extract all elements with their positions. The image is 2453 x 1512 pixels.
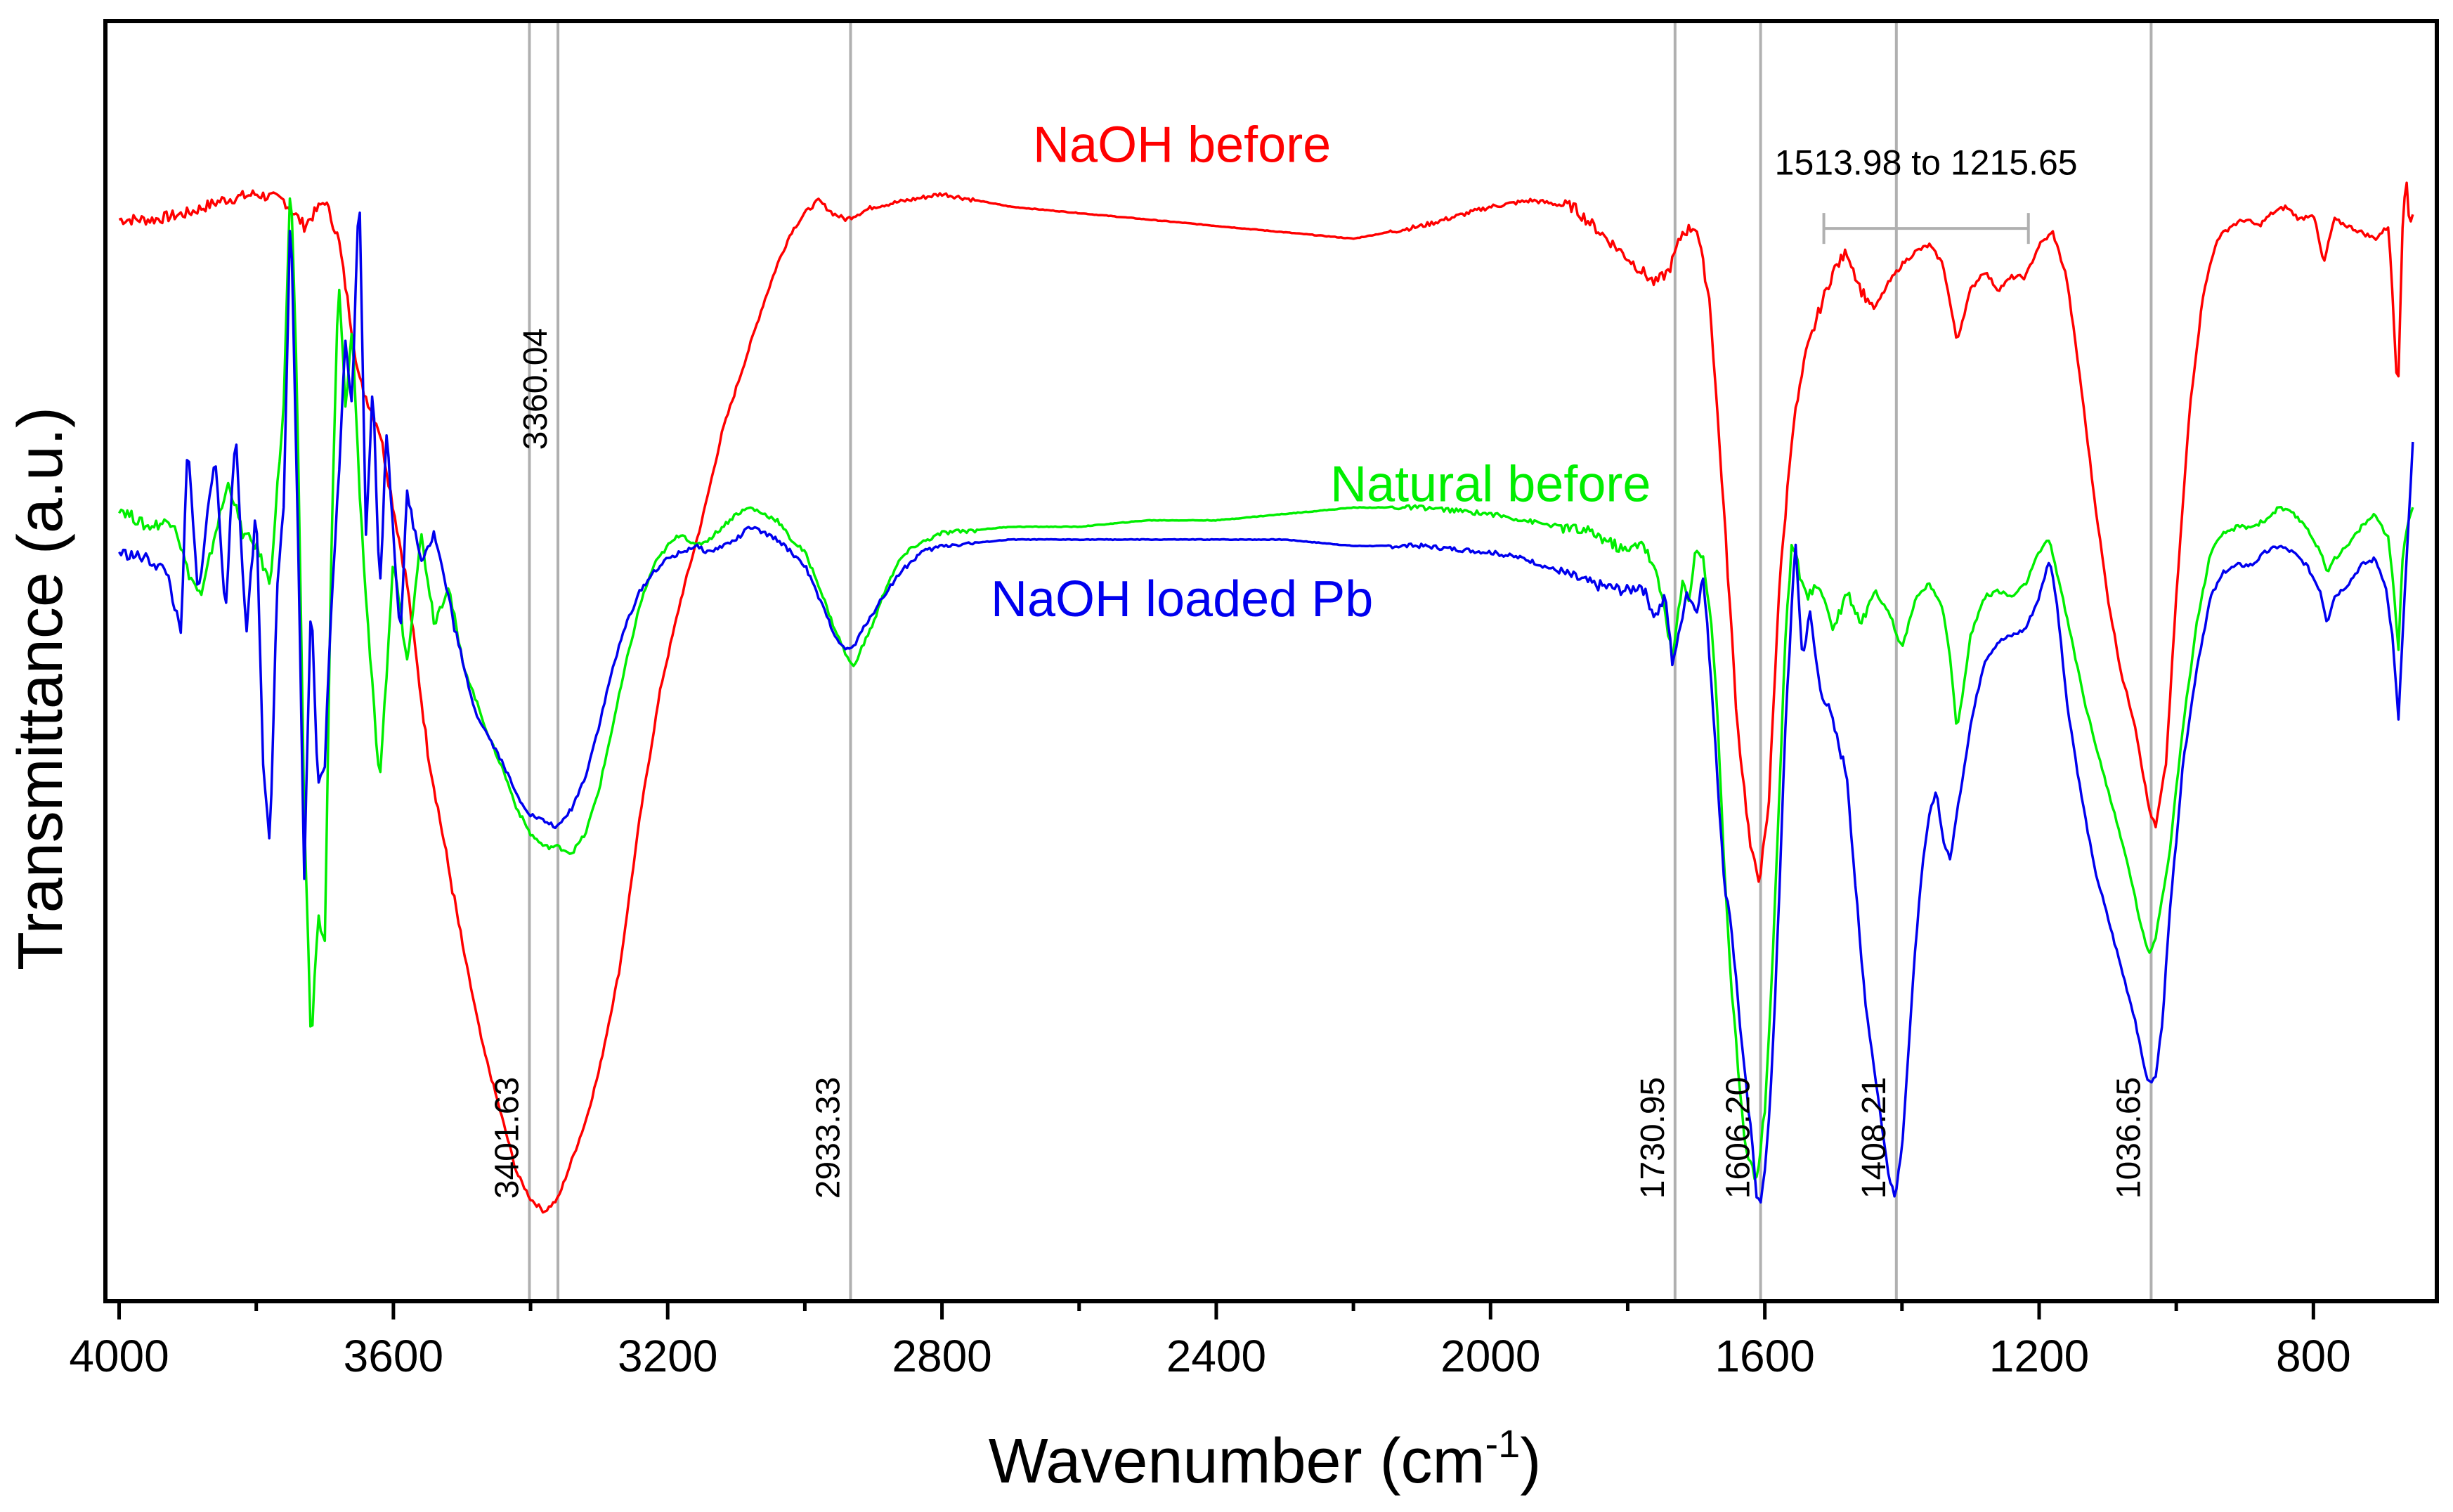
x-axis-label-close: )	[1520, 1426, 1541, 1497]
series-line-naoh-loaded-pb	[118, 211, 2414, 1204]
x-tick-label: 800	[2276, 1331, 2351, 1381]
x-axis-label-main: Wavenumber (cm	[989, 1426, 1485, 1497]
series-label: NaOH before	[1033, 117, 1331, 173]
spectra-series	[118, 181, 2414, 1214]
series-line-naoh-before	[118, 181, 2414, 1214]
peak-label: 1606.20	[1720, 1077, 1757, 1199]
y-axis-label: Transmittance (a.u.)	[6, 407, 76, 970]
peak-label: 3401.63	[488, 1077, 526, 1199]
peak-reference-lines	[528, 21, 2153, 1301]
x-tick-label: 2400	[1166, 1331, 1266, 1381]
plot-frame	[103, 19, 2439, 1303]
peak-label: 1408.21	[1856, 1077, 1893, 1199]
x-tick-label: 2800	[892, 1331, 991, 1381]
x-axis: 4000 3600 3200 2800 2400 2000 1600 1200 800	[69, 1301, 2351, 1381]
series-line-natural-before	[118, 197, 2414, 1180]
range-annotation: 1513.98 to 1215.65	[1775, 143, 2078, 245]
series-label: NaOH loaded Pb	[991, 571, 1373, 627]
peak-labels: 3401.63 3360.04 2933.33 1730.95 1606.20 1408.…	[488, 328, 2147, 1199]
range-label: 1513.98 to 1215.65	[1775, 143, 2078, 183]
peak-label: 3360.04	[517, 328, 554, 450]
peak-label: 1036.65	[2110, 1077, 2147, 1199]
x-tick-label: 1200	[1989, 1331, 2089, 1381]
x-tick-label: 3200	[618, 1331, 717, 1381]
series-labels: NaOH before Natural before NaOH loaded Pb	[991, 117, 1651, 627]
series-label: Natural before	[1330, 456, 1651, 512]
x-axis-label: Wavenumber (cm-1)	[989, 1421, 1542, 1497]
peak-label: 1730.95	[1634, 1077, 1672, 1199]
x-tick-label: 2000	[1440, 1331, 1540, 1381]
x-axis-label-sup: -1	[1485, 1421, 1521, 1466]
x-tick-label: 1600	[1715, 1331, 1814, 1381]
x-tick-label: 4000	[69, 1331, 169, 1381]
x-tick-label: 3600	[344, 1331, 443, 1381]
peak-label: 2933.33	[809, 1077, 847, 1199]
